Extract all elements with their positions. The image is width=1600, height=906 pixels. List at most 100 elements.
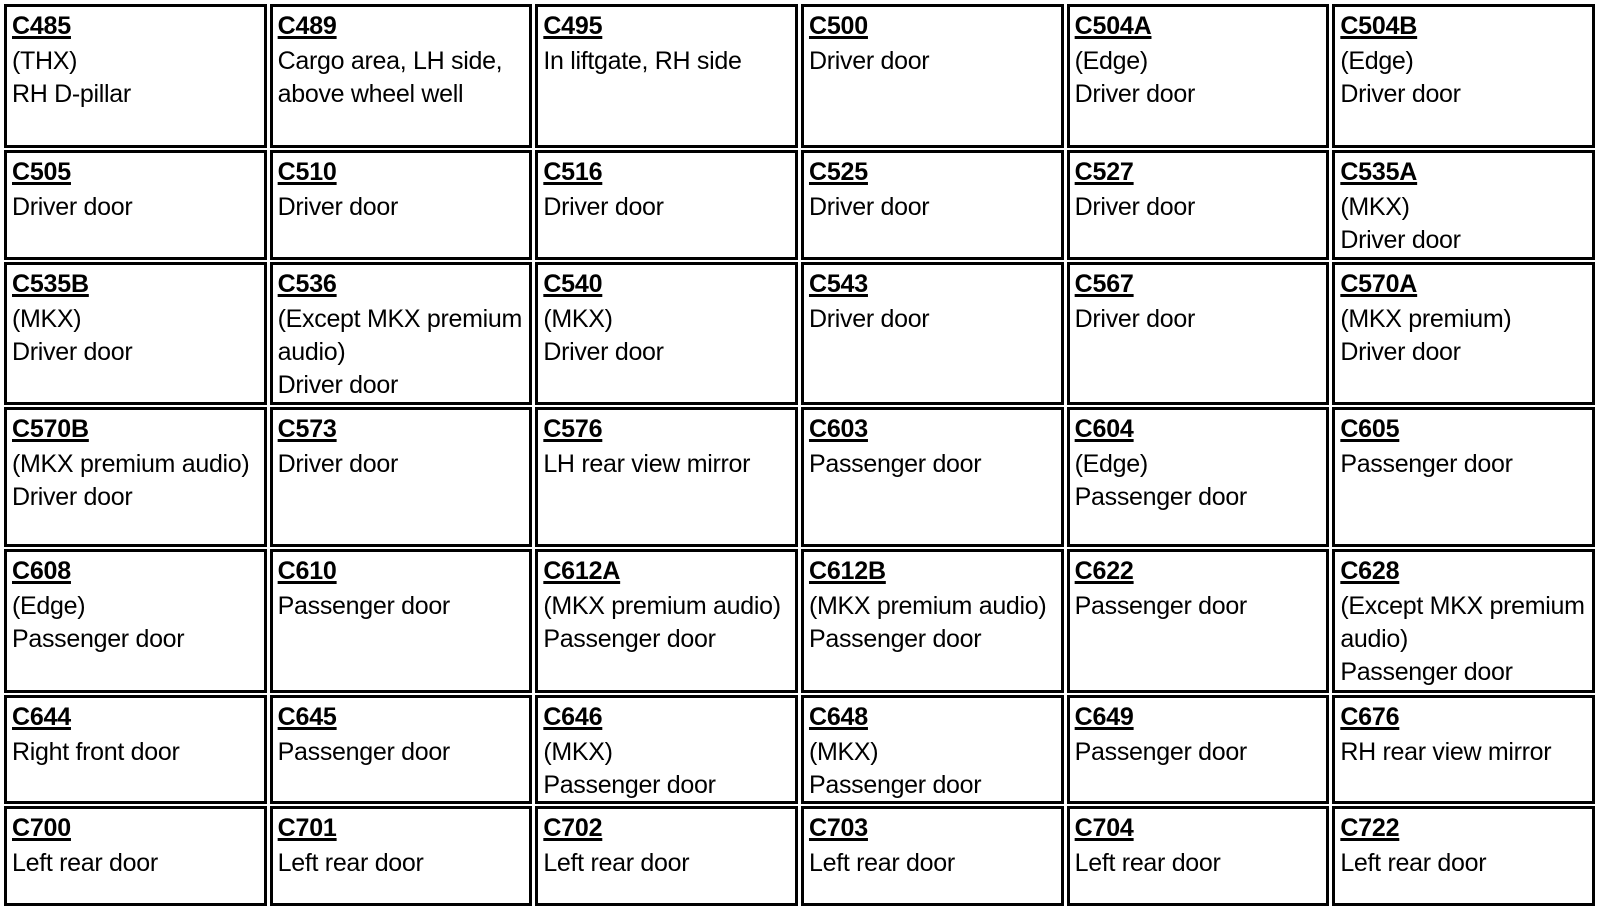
connector-code: C485 xyxy=(12,12,71,40)
connector-location-description: (MKX premium) Driver door xyxy=(1340,305,1512,366)
table-cell: C648 (MKX) Passenger door xyxy=(800,695,1064,804)
connector-location-description: (MKX premium audio) Passenger door xyxy=(543,592,781,653)
table-cell: C505 Driver door xyxy=(4,150,267,260)
connector-location-description: Passenger door xyxy=(1074,592,1248,620)
connector-location-description: (MKX premium audio) Driver door xyxy=(12,450,250,511)
connector-location-description: Passenger door xyxy=(1340,450,1513,478)
table-cell: C543 Driver door xyxy=(800,262,1064,405)
connector-code: C648 xyxy=(808,703,868,731)
connector-location-description: Driver door xyxy=(277,193,399,221)
connector-code: C505 xyxy=(12,158,71,186)
connector-location-description: Left rear door xyxy=(1340,849,1487,877)
connector-location-description: Left rear door xyxy=(808,849,955,877)
connector-location-description: Driver door xyxy=(1074,305,1196,333)
connector-location-description: Passenger door xyxy=(277,738,451,766)
connector-location-description: Passenger door xyxy=(808,450,982,478)
connector-location-description: Driver door xyxy=(1074,193,1196,221)
connector-location-description: Driver door xyxy=(808,47,930,75)
table-cell: C540 (MKX) Driver door xyxy=(535,262,798,405)
table-cell: C516 Driver door xyxy=(535,150,798,260)
table-cell: C702 Left rear door xyxy=(535,806,798,906)
table-cell: C605 Passenger door xyxy=(1332,407,1595,547)
connector-location-description: RH rear view mirror xyxy=(1340,738,1552,766)
connector-code: C500 xyxy=(808,12,868,40)
table-cell: C604 (Edge) Passenger door xyxy=(1066,407,1330,547)
table-cell: C644 Right front door xyxy=(4,695,267,804)
table-cell: C703 Left rear door xyxy=(800,806,1064,906)
table-cell: C536 (Except MKX premium audio) Driver do… xyxy=(269,262,533,405)
connector-code: C622 xyxy=(1074,557,1134,585)
table-cell: C535A (MKX) Driver door xyxy=(1332,150,1595,260)
connector-code: C676 xyxy=(1340,703,1400,731)
table-cell: C485 (THX) RH D-pillar xyxy=(4,4,267,148)
connector-location-description: (Edge) Passenger door xyxy=(12,592,185,653)
connector-location-description: (Edge) Passenger door xyxy=(1074,450,1248,511)
connector-location-description: (MKX premium audio) Passenger door xyxy=(808,592,1047,653)
table-cell: C704 Left rear door xyxy=(1066,806,1330,906)
table-cell: C676 RH rear view mirror xyxy=(1332,695,1595,804)
connector-location-description: (Edge) Driver door xyxy=(1340,47,1461,108)
connector-location-description: (MKX) Driver door xyxy=(1340,193,1461,254)
table-cell: C504B (Edge) Driver door xyxy=(1332,4,1595,148)
table-cell: C527 Driver door xyxy=(1066,150,1330,260)
connector-location-description: (MKX) Driver door xyxy=(12,305,133,366)
table-cell: C646 (MKX) Passenger door xyxy=(535,695,798,804)
connector-code: C649 xyxy=(1074,703,1134,731)
connector-code: C535A xyxy=(1340,158,1418,186)
connector-location-description: Passenger door xyxy=(1074,738,1248,766)
connector-code: C700 xyxy=(12,814,71,842)
connector-code: C567 xyxy=(1074,270,1134,298)
table-cell: C701 Left rear door xyxy=(269,806,533,906)
connector-code: C702 xyxy=(543,814,603,842)
connector-location-description: Driver door xyxy=(543,193,664,221)
connector-location-description: (Edge) Driver door xyxy=(1074,47,1196,108)
connector-code: C540 xyxy=(543,270,603,298)
table-cell: C576 LH rear view mirror xyxy=(535,407,798,547)
table-cell: C612A (MKX premium audio) Passenger door xyxy=(535,549,798,693)
table-cell: C722 Left rear door xyxy=(1332,806,1595,906)
connector-code: C608 xyxy=(12,557,71,585)
connector-location-description: Driver door xyxy=(12,193,133,221)
connector-location-description: Left rear door xyxy=(277,849,424,877)
connector-code: C604 xyxy=(1074,415,1134,443)
connector-location-description: In liftgate, RH side xyxy=(543,47,742,75)
table-cell: C612B (MKX premium audio) Passenger door xyxy=(800,549,1064,693)
connector-code: C495 xyxy=(543,12,603,40)
connector-code: C645 xyxy=(277,703,337,731)
connector-location-description: (Except MKX premium audio) Passenger doo… xyxy=(1340,592,1585,686)
table-cell: C504A (Edge) Driver door xyxy=(1066,4,1330,148)
connector-location-description: Passenger door xyxy=(277,592,451,620)
connector-code: C525 xyxy=(808,158,868,186)
connector-location-description: Cargo area, LH side, above wheel well xyxy=(277,47,503,108)
connector-location-description: Driver door xyxy=(808,305,930,333)
connector-location-description: Right front door xyxy=(12,738,180,766)
connector-location-description: (MKX) Passenger door xyxy=(543,738,716,799)
connector-code: C527 xyxy=(1074,158,1134,186)
table-cell: C535B (MKX) Driver door xyxy=(4,262,267,405)
connector-code: C628 xyxy=(1340,557,1400,585)
table-cell: C603 Passenger door xyxy=(800,407,1064,547)
table-cell: C570A (MKX premium) Driver door xyxy=(1332,262,1595,405)
connector-code: C703 xyxy=(808,814,868,842)
connector-code: C644 xyxy=(12,703,71,731)
connector-code: C504A xyxy=(1074,12,1152,40)
connector-location-description: Driver door xyxy=(277,450,399,478)
connector-code: C510 xyxy=(277,158,337,186)
connector-code: C646 xyxy=(543,703,603,731)
table-cell: C610 Passenger door xyxy=(269,549,533,693)
connector-location-description: (MKX) Driver door xyxy=(543,305,664,366)
connector-code: C516 xyxy=(543,158,603,186)
connector-location-description: Driver door xyxy=(808,193,930,221)
table-cell: C700 Left rear door xyxy=(4,806,267,906)
connector-location-description: LH rear view mirror xyxy=(543,450,751,478)
table-cell: C628 (Except MKX premium audio) Passenger… xyxy=(1332,549,1595,693)
connector-location-description: (MKX) Passenger door xyxy=(808,738,982,799)
connector-code: C610 xyxy=(277,557,337,585)
table-cell: C649 Passenger door xyxy=(1066,695,1330,804)
connector-code: C489 xyxy=(277,12,337,40)
table-cell: C567 Driver door xyxy=(1066,262,1330,405)
connector-code: C605 xyxy=(1340,415,1400,443)
table-cell: C489 Cargo area, LH side, above wheel wel… xyxy=(269,4,533,148)
table-cell: C570B (MKX premium audio) Driver door xyxy=(4,407,267,547)
